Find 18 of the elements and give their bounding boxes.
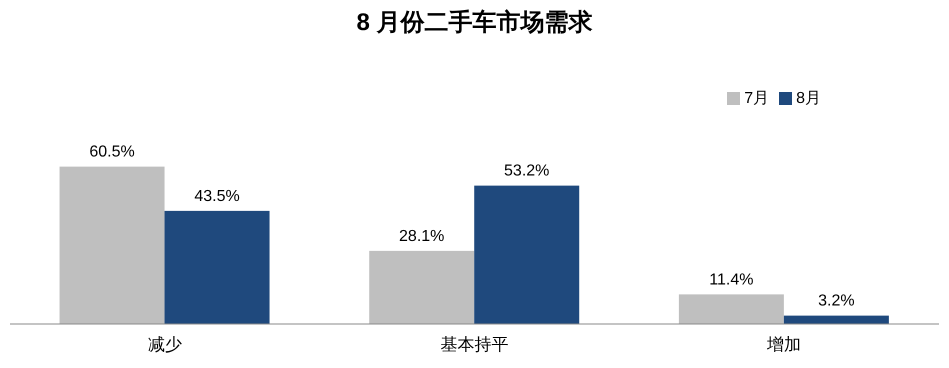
x-tick-label: 基本持平	[440, 335, 508, 354]
bar	[60, 166, 165, 324]
legend-label: 7月	[744, 90, 770, 107]
data-label: 60.5%	[89, 144, 135, 161]
data-label: 11.4%	[709, 271, 754, 288]
data-label: 43.5%	[194, 188, 240, 205]
bar	[784, 316, 889, 324]
bar	[474, 186, 580, 324]
legend-label: 8月	[796, 90, 821, 107]
bar	[369, 250, 474, 324]
bar	[164, 210, 270, 324]
data-label: 53.2%	[504, 162, 550, 180]
bar	[678, 294, 784, 324]
data-label: 28.1%	[399, 228, 444, 245]
chart-title: 8 月份二手车市场需求	[355, 8, 594, 38]
x-tick-label: 增加	[766, 335, 802, 354]
x-tick-label: 减少	[148, 335, 182, 354]
data-label: 3.2%	[818, 292, 855, 310]
